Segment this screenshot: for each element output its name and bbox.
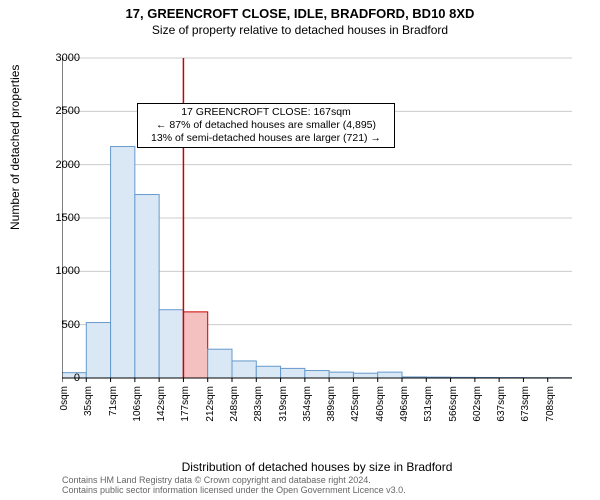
y-axis-label: Number of detached properties	[8, 65, 22, 230]
xtick-label: 425sqm	[350, 386, 361, 422]
xtick-label: 566sqm	[448, 386, 459, 422]
ytick-label: 500	[62, 319, 80, 331]
xtick-label: 106sqm	[132, 386, 143, 422]
ytick-label: 1500	[56, 212, 80, 224]
bar	[378, 372, 402, 378]
bar	[329, 372, 353, 378]
xtick-label: 531sqm	[423, 386, 434, 422]
ytick-label: 2500	[56, 105, 80, 117]
bar	[281, 368, 305, 378]
xtick-label: 496sqm	[399, 386, 410, 422]
xtick-label: 283sqm	[253, 386, 264, 422]
xtick-label: 389sqm	[326, 386, 337, 422]
bar	[256, 366, 280, 378]
page-title: 17, GREENCROFT CLOSE, IDLE, BRADFORD, BD…	[0, 0, 600, 21]
annotation-line3: 13% of semi-detached houses are larger (…	[140, 132, 392, 145]
ytick-label: 0	[74, 372, 80, 384]
bar	[111, 147, 135, 378]
bar	[353, 373, 377, 378]
bar	[232, 361, 256, 378]
xtick-label: 354sqm	[302, 386, 313, 422]
xtick-label: 177sqm	[180, 386, 191, 422]
subtitle: Size of property relative to detached ho…	[0, 21, 600, 37]
ytick-label: 3000	[56, 52, 80, 64]
xtick-label: 637sqm	[496, 386, 507, 422]
bar	[86, 323, 110, 378]
xtick-label: 460sqm	[375, 386, 386, 422]
annotation-line2: ← 87% of detached houses are smaller (4,…	[140, 119, 392, 132]
footer-line2: Contains public sector information licen…	[62, 486, 406, 496]
ytick-label: 1000	[56, 265, 80, 277]
xtick-label: 35sqm	[83, 386, 94, 416]
footer: Contains HM Land Registry data © Crown c…	[62, 476, 406, 496]
xtick-label: 212sqm	[205, 386, 216, 422]
bar	[183, 312, 207, 378]
ytick-label: 2000	[56, 159, 80, 171]
annotation-line1: 17 GREENCROFT CLOSE: 167sqm	[140, 106, 392, 119]
chart-area: 17 GREENCROFT CLOSE: 167sqm ← 87% of det…	[62, 48, 572, 418]
bar	[135, 195, 159, 378]
xtick-label: 0sqm	[59, 386, 70, 410]
xtick-label: 602sqm	[472, 386, 483, 422]
bar	[305, 371, 329, 378]
xtick-label: 673sqm	[520, 386, 531, 422]
xtick-label: 319sqm	[278, 386, 289, 422]
xtick-label: 708sqm	[545, 386, 556, 422]
bar	[208, 349, 232, 378]
xtick-label: 248sqm	[229, 386, 240, 422]
xtick-label: 142sqm	[156, 386, 167, 422]
xtick-label: 71sqm	[108, 386, 119, 416]
x-axis-label: Distribution of detached houses by size …	[62, 460, 572, 474]
bar	[159, 310, 183, 378]
annotation-box: 17 GREENCROFT CLOSE: 167sqm ← 87% of det…	[137, 103, 395, 148]
